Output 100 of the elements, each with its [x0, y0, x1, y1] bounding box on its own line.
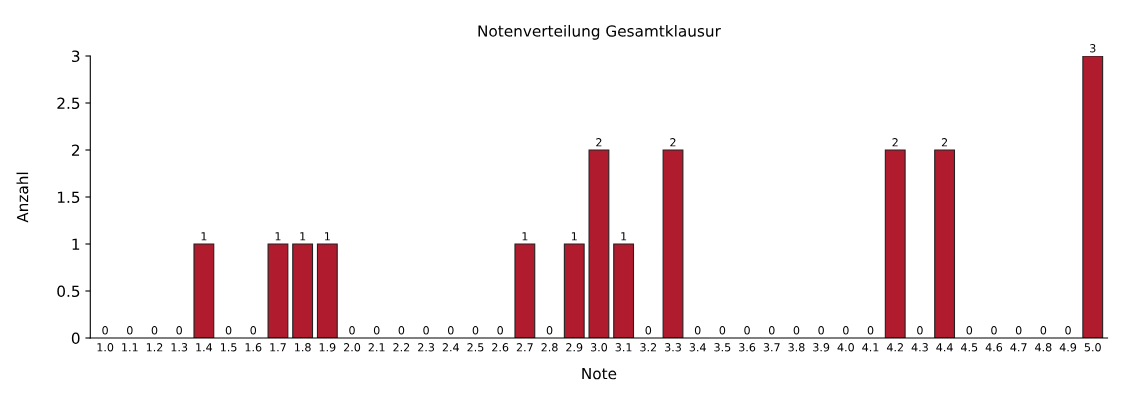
x-tick-label: 4.0 [837, 343, 854, 352]
x-tick-label: 3.6 [739, 343, 756, 352]
x-tick-label: 2.5 [467, 343, 484, 352]
x-tick-label: 3.2 [640, 343, 657, 352]
x-tick-label: 3.3 [665, 343, 681, 352]
data-label: 1 [275, 232, 281, 241]
x-tick-label: 4.3 [911, 343, 928, 352]
y-tick-label: 2 [71, 144, 80, 156]
x-tick-label: 2.8 [541, 343, 558, 352]
data-label: 1 [300, 232, 306, 241]
data-label: 1 [522, 232, 528, 241]
bar [267, 243, 289, 338]
data-label: 2 [670, 138, 676, 147]
bar [514, 243, 536, 338]
x-tick-label: 4.7 [1010, 343, 1027, 352]
data-label: 0 [1040, 326, 1047, 335]
data-label: 0 [966, 326, 973, 335]
y-tick-label: 2.5 [57, 97, 80, 110]
x-tick-label: 2.1 [368, 343, 385, 352]
data-label: 0 [225, 326, 232, 335]
bar [662, 149, 684, 338]
x-tick-label: 4.2 [886, 343, 903, 352]
x-tick-label: 1.9 [319, 343, 336, 352]
x-tick-label: 2.7 [516, 343, 533, 352]
data-label: 0 [818, 326, 824, 335]
data-label: 0 [719, 326, 726, 335]
y-tick-label: 3 [72, 50, 80, 63]
y-tick-label: 0 [71, 332, 80, 345]
data-label: 0 [176, 326, 182, 335]
data-label: 0 [793, 326, 800, 335]
bar [613, 243, 635, 338]
bar [934, 149, 956, 338]
x-tick-label: 3.8 [788, 343, 805, 352]
x-tick-label: 2.9 [566, 343, 583, 352]
data-label: 0 [398, 326, 405, 335]
data-label: 1 [325, 232, 330, 241]
x-tick-label: 2.2 [393, 343, 410, 352]
data-label: 0 [373, 326, 380, 335]
bar [1082, 56, 1104, 338]
y-tick-label: 0.5 [57, 285, 80, 298]
data-label: 0 [1065, 326, 1071, 335]
data-label: 0 [447, 326, 454, 335]
data-label: 2 [596, 138, 602, 147]
x-tick-label: 3.0 [590, 343, 608, 352]
data-label: 0 [102, 326, 108, 335]
data-label: 1 [201, 232, 207, 241]
data-label: 0 [843, 326, 849, 335]
x-tick-label: 2.4 [442, 343, 459, 352]
x-tick-label: 3.1 [615, 343, 632, 352]
data-label: 0 [867, 326, 874, 335]
chart-title: Notenverteilung Gesamtklausur [478, 24, 721, 40]
data-label: 1 [621, 232, 627, 241]
x-tick-label: 2.0 [344, 343, 361, 352]
x-tick-label: 1.2 [146, 343, 163, 352]
data-label: 0 [349, 326, 355, 335]
data-label: 0 [151, 326, 158, 335]
data-label: 0 [497, 326, 503, 335]
x-tick-label: 3.5 [714, 343, 731, 352]
bar [316, 243, 338, 338]
x-tick-label: 2.3 [418, 343, 435, 352]
data-label: 0 [991, 326, 997, 335]
data-label: 0 [250, 326, 257, 335]
x-tick-label: 4.1 [862, 343, 879, 352]
bar [563, 243, 585, 338]
bar [588, 149, 610, 338]
data-label: 2 [941, 138, 948, 147]
data-label: 3 [1090, 44, 1096, 53]
data-label: 0 [546, 326, 553, 335]
x-tick-label: 1.8 [295, 343, 311, 352]
bar [292, 243, 314, 338]
x-tick-label: 3.4 [689, 343, 706, 352]
data-label: 0 [768, 326, 775, 335]
data-label: 0 [694, 326, 701, 335]
bar [193, 243, 215, 338]
x-tick-label: 1.3 [171, 343, 188, 352]
data-label: 0 [423, 326, 429, 335]
x-tick-label: 1.4 [196, 343, 213, 352]
y-tick-label: 1.5 [57, 191, 80, 204]
x-tick-label: 1.0 [97, 343, 114, 352]
x-tick-label: 1.7 [270, 343, 286, 352]
x-tick-label: 1.6 [245, 343, 262, 352]
y-axis-title: Anzahl [16, 172, 29, 223]
bar [884, 149, 906, 338]
data-label: 2 [892, 138, 898, 147]
x-tick-label: 2.6 [492, 343, 509, 352]
x-tick-label: 4.8 [1035, 343, 1052, 352]
x-tick-label: 5.0 [1084, 343, 1101, 352]
data-label: 0 [472, 326, 479, 335]
x-tick-label: 4.5 [961, 343, 978, 352]
x-tick-label: 1.5 [220, 343, 237, 352]
data-label: 0 [645, 326, 652, 335]
x-tick-label: 3.7 [763, 343, 780, 352]
data-label: 0 [127, 326, 133, 335]
x-tick-label: 1.1 [122, 343, 138, 352]
data-label: 0 [1015, 326, 1022, 335]
x-tick-label: 4.6 [985, 343, 1003, 352]
data-label: 0 [917, 326, 923, 335]
x-tick-label: 4.4 [936, 343, 953, 352]
x-axis-title: Note [582, 367, 617, 380]
y-tick-label: 1 [72, 238, 80, 250]
